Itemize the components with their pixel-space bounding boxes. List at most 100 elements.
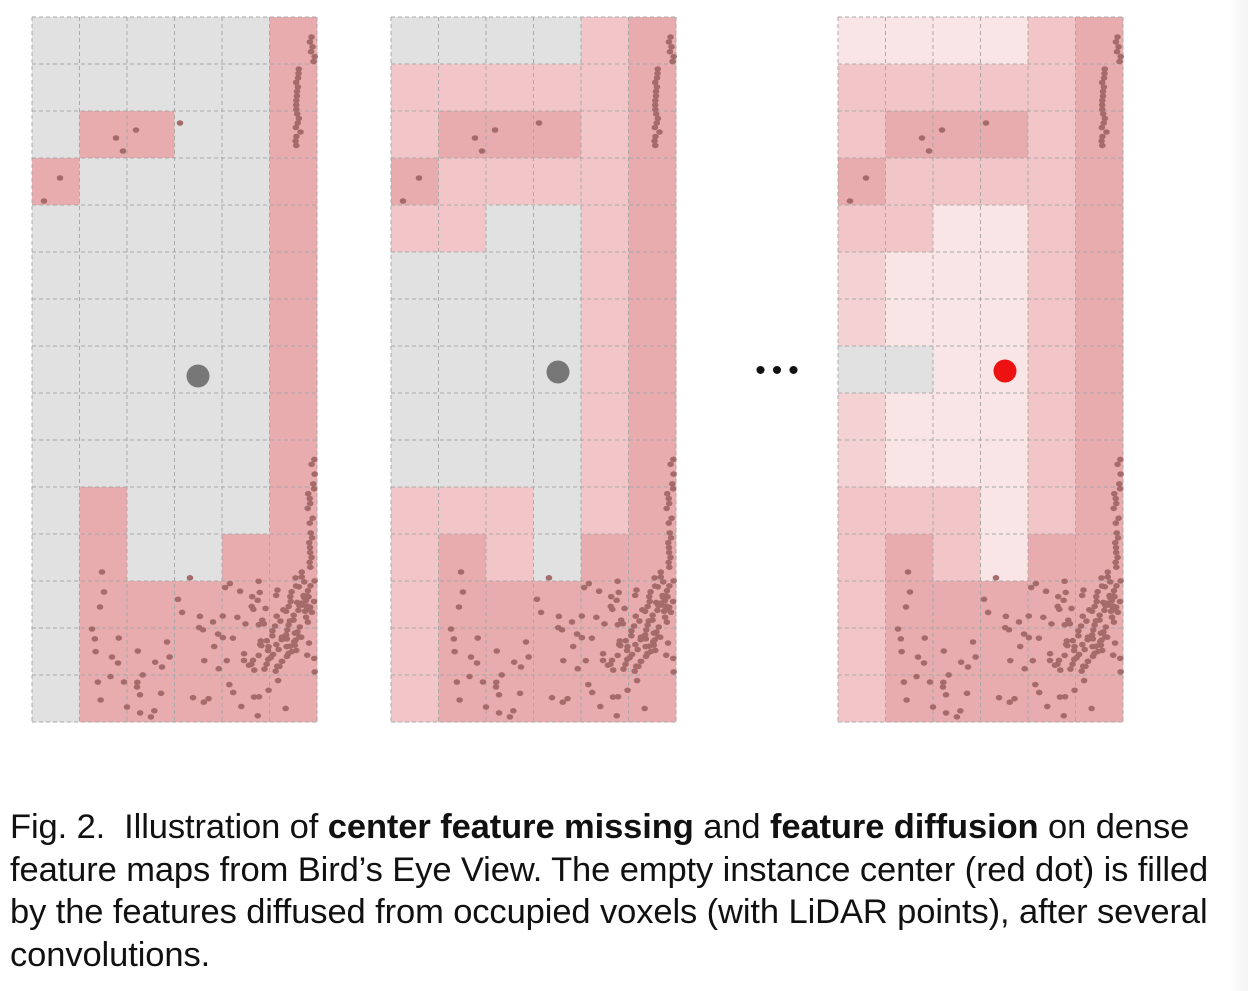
lidar-point [1002,613,1010,620]
lidar-point [100,589,108,595]
lidar-point [659,594,667,601]
lidar-point [285,650,292,657]
grid-cell [533,675,582,723]
lidar-point [537,609,545,616]
lidar-point [294,84,302,90]
grid-cell [533,64,582,112]
grid-cell [533,17,582,65]
grid-cell [127,205,175,253]
lidar-point [1079,641,1086,648]
grid-cell [486,64,534,112]
lidar-point [670,669,677,675]
lidar-point [1091,650,1098,657]
grid-cell [391,487,439,535]
lidar-point [1027,584,1035,591]
lidar-point [132,127,140,133]
grid-cell [980,628,1029,676]
lidar-point [123,704,131,710]
grid-cell [391,581,439,629]
caption-lead: Illustration of [124,808,319,846]
grid-cell [127,158,175,206]
grid-cell [933,440,981,488]
lidar-point [1099,133,1106,140]
lidar-point [636,618,643,624]
lidar-point [621,605,628,612]
lidar-point [1073,654,1080,661]
lidar-point [667,554,674,561]
grid-cell [32,487,80,535]
lidar-point [205,695,212,702]
lidar-point [614,621,622,628]
lidar-point [200,657,208,664]
grid-cell [533,534,582,582]
lidar-point [620,666,627,672]
lidar-point [250,667,258,673]
lidar-point [601,621,608,627]
grid-cell [628,299,677,347]
lidar-point [517,664,525,670]
grid-cell [174,17,223,65]
grid-cell [885,346,934,394]
lidar-point [1104,574,1112,580]
instance-center-red-dot [993,359,1017,383]
lidar-point [643,627,650,633]
lidar-point [272,668,279,674]
lidar-point [669,655,677,662]
grid-cell [222,534,270,582]
lidar-point [250,694,258,700]
grid-cell [980,675,1029,723]
lidar-point [457,569,465,575]
lidar-point [1115,515,1122,521]
lidar-point [453,679,461,685]
lidar-point [666,583,673,589]
lidar-point [631,592,639,599]
lidar-point [310,655,318,662]
lidar-point [593,614,600,621]
lidar-point [665,500,673,507]
lidar-point [1112,559,1119,566]
lidar-point [665,549,673,556]
lidar-point [1099,106,1106,113]
grid-cell [1075,252,1124,300]
grid-cell [391,628,439,676]
lidar-point [147,714,155,720]
lidar-point [1078,668,1085,674]
lidar-point [1043,703,1051,710]
grid-cell [838,534,886,582]
lidar-point [614,578,621,585]
lidar-point [982,120,990,126]
lidar-point [1079,613,1087,619]
grid-cell [885,205,934,253]
grid-cell [438,299,487,347]
lidar-point [305,539,313,546]
lidar-point [311,669,318,675]
lidar-point [578,613,586,619]
grid-cell [222,205,270,253]
lidar-point [649,612,656,618]
lidar-point [293,106,300,113]
grid-cell [533,393,582,441]
lidar-point [280,607,287,613]
grid-cell [838,111,886,159]
grid-cell [838,64,886,112]
grid-cell [438,628,487,676]
grid-cell [269,393,318,441]
lidar-point [650,630,658,636]
grid-cell [438,393,487,441]
grid-cell [838,581,886,629]
grid-cell [174,393,223,441]
grid-cell [533,252,582,300]
lidar-point [1054,603,1062,610]
lidar-point [554,624,562,631]
lidar-point [632,641,639,648]
lidar-point [653,84,661,90]
lidar-point [248,603,256,610]
lidar-point [271,623,279,629]
lidar-point [667,535,675,541]
lidar-point [1060,712,1068,719]
lidar-point [293,133,300,140]
lidar-point [292,637,299,643]
lidar-point [665,39,673,45]
lidar-point [568,619,576,625]
lidar-point [654,607,661,614]
